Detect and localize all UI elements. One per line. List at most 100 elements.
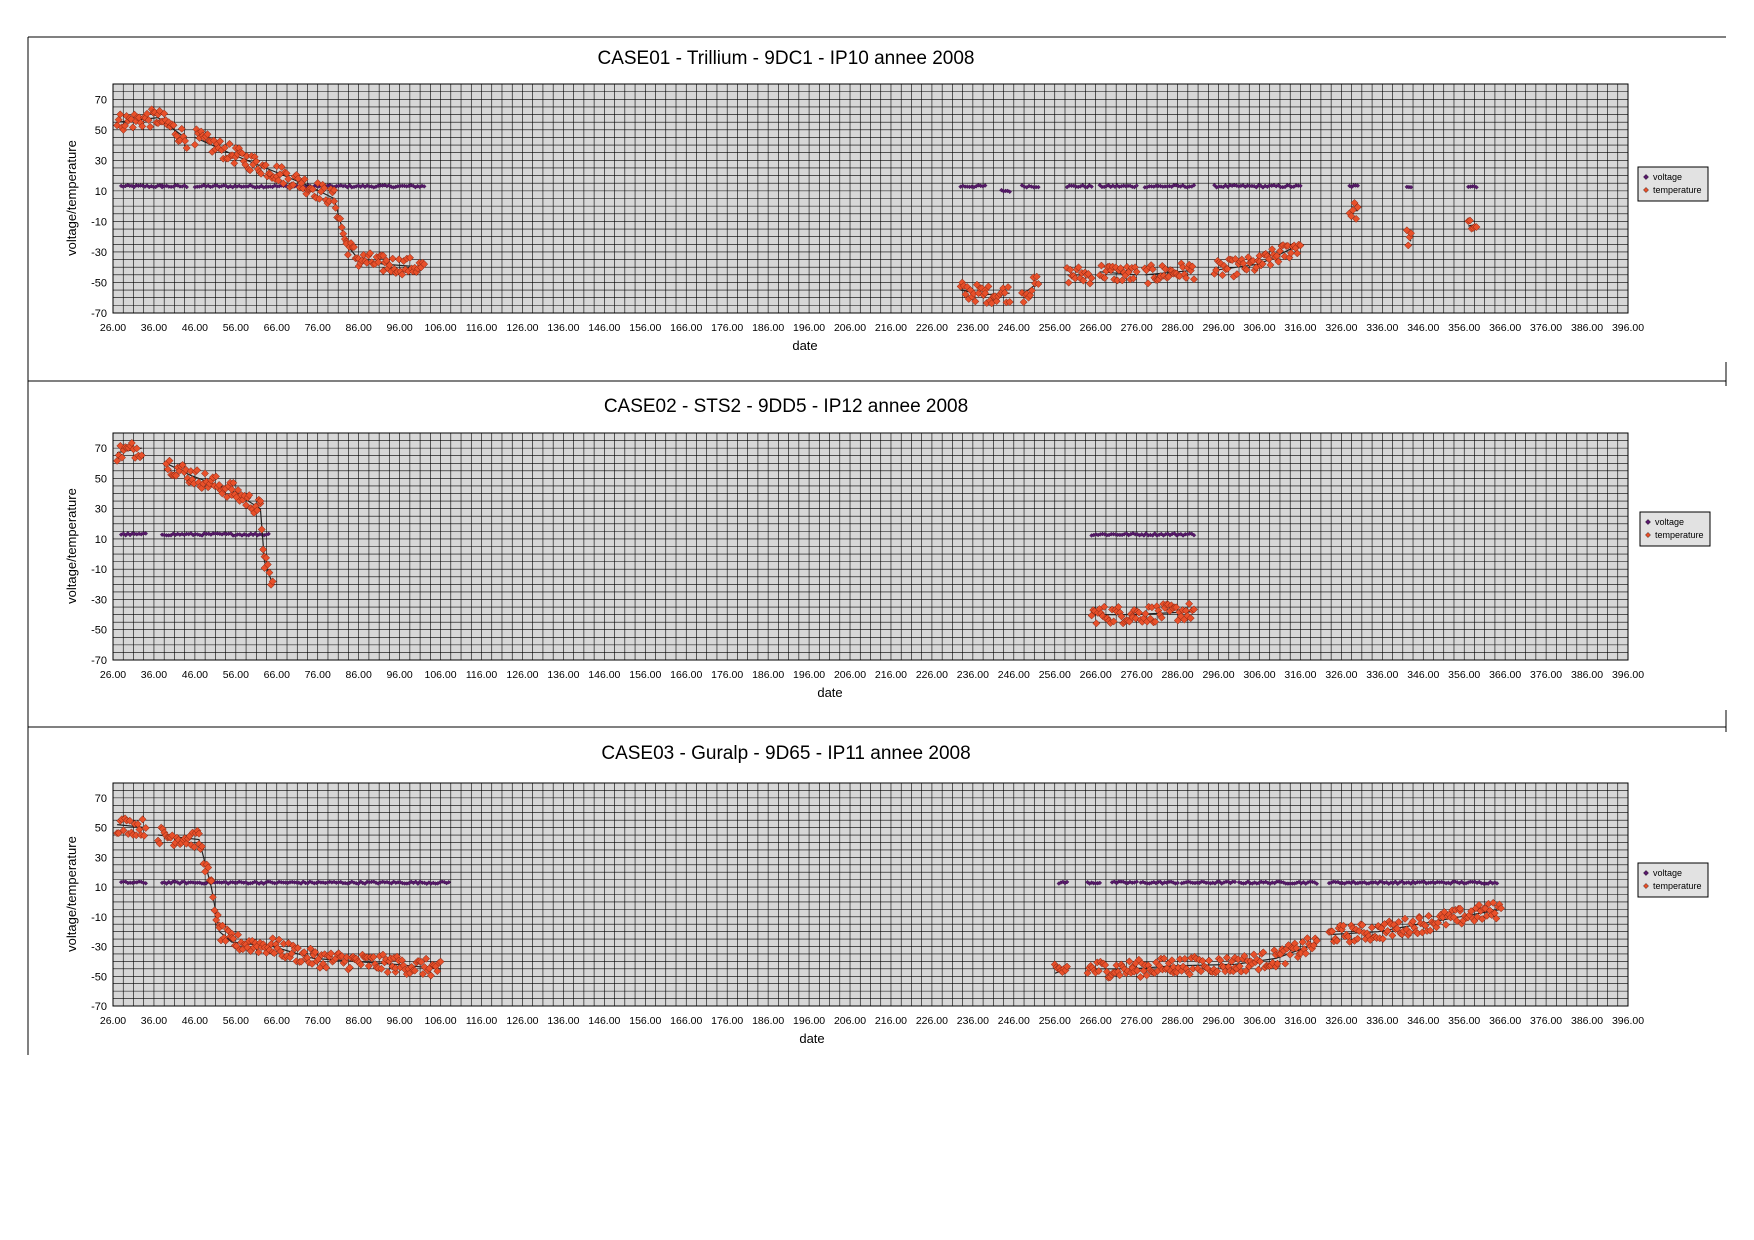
temperature-point — [253, 506, 262, 515]
voltage-point — [164, 183, 169, 189]
voltage-point — [144, 183, 150, 188]
temperature-point — [297, 957, 305, 966]
temperature-point — [1434, 918, 1443, 927]
temperature-point — [197, 484, 206, 493]
temperature-point — [277, 163, 286, 171]
x-axis-label: date — [817, 685, 842, 700]
temperature-point — [337, 223, 346, 232]
voltage-point — [170, 531, 176, 537]
x-tick-label: 296.00 — [1202, 669, 1234, 681]
x-axis-label: date — [792, 338, 817, 353]
series-trace — [117, 824, 146, 829]
x-tick-label: 286.00 — [1162, 322, 1194, 334]
temperature-point — [398, 270, 407, 279]
voltage-point — [1060, 879, 1066, 885]
temperature-point — [961, 290, 970, 299]
temperature-point — [1358, 921, 1367, 929]
x-tick-label: 126.00 — [506, 322, 538, 334]
temperature-point — [1100, 602, 1109, 611]
y-axis-label: voltage/temperature — [64, 836, 79, 952]
x-tick-label: 316.00 — [1284, 1015, 1316, 1027]
x-tick-label: 296.00 — [1202, 1015, 1234, 1027]
temperature-point — [1242, 265, 1251, 274]
voltage-point — [1201, 879, 1207, 885]
temperature-point — [265, 568, 274, 577]
grid-lines — [112, 83, 1629, 314]
temperature-point — [263, 560, 272, 569]
temperature-point — [1249, 950, 1258, 959]
voltage-point — [1191, 183, 1197, 188]
x-tick-label: 396.00 — [1612, 669, 1644, 681]
temperature-point — [374, 258, 383, 267]
voltage-point — [1212, 182, 1217, 188]
voltage-point — [1189, 531, 1195, 537]
temperature-point — [234, 930, 242, 939]
y-tick-label: -30 — [91, 247, 107, 259]
temperature-point — [218, 921, 227, 930]
temperature-point — [1426, 926, 1435, 935]
x-tick-label: 356.00 — [1448, 1015, 1480, 1027]
temperature-point — [308, 185, 317, 194]
chart-panel: 70 50 30 10 -10 -30 -50 -70 26.00 36.00 46.00 56.00… — [64, 743, 1709, 1046]
temperature-point — [1367, 923, 1376, 932]
x-tick-label: 246.00 — [998, 669, 1030, 681]
voltage-point — [1232, 879, 1238, 885]
temperature-point — [1456, 904, 1465, 913]
x-tick-label: 356.00 — [1448, 669, 1480, 681]
temperature-point — [984, 282, 993, 291]
voltage-point — [1263, 879, 1268, 885]
voltage-point — [243, 879, 249, 885]
y-tick-label: 50 — [95, 823, 107, 835]
voltage-point — [397, 879, 403, 885]
temperature-point — [1465, 216, 1474, 225]
voltage-point — [223, 879, 229, 885]
temperature-point — [315, 194, 324, 203]
y-tick-label: 30 — [95, 852, 107, 864]
temperature-point — [1151, 617, 1160, 626]
voltage-point — [1384, 880, 1389, 885]
temperature-point — [1179, 962, 1188, 971]
temperature-point — [203, 130, 212, 139]
temperature-point — [229, 934, 238, 943]
temperature-point — [160, 109, 169, 118]
temperature-point — [262, 553, 271, 562]
temperature-point — [420, 260, 429, 269]
temperature-point — [275, 935, 283, 944]
temperature-point — [359, 250, 368, 259]
temperature-point — [417, 958, 426, 966]
x-tick-label: 256.00 — [1039, 669, 1071, 681]
voltage-point — [1379, 879, 1385, 885]
x-tick-label: 286.00 — [1162, 669, 1194, 681]
temperature-point — [1241, 967, 1250, 975]
voltage-point — [248, 182, 253, 188]
temperature-point — [279, 179, 288, 188]
y-tick-label: 10 — [95, 534, 107, 546]
voltage-point — [1127, 183, 1133, 189]
temperature-point — [1285, 253, 1294, 262]
y-tick-label: 50 — [95, 473, 107, 485]
x-tick-label: 76.00 — [305, 669, 331, 681]
temperature-point — [1378, 934, 1387, 943]
temperature-point — [1197, 967, 1205, 976]
temperature-point — [1129, 274, 1138, 283]
temperature-point — [1405, 928, 1414, 937]
temperature-point — [311, 948, 320, 957]
x-tick-label: 396.00 — [1612, 1015, 1644, 1027]
temperature-point — [1185, 970, 1194, 979]
temperature-point — [418, 970, 427, 979]
y-axis-label: voltage/temperature — [64, 488, 79, 604]
temperature-point — [1478, 915, 1487, 923]
temperature-point — [186, 467, 195, 476]
legend-label: temperature — [1653, 881, 1702, 891]
temperature-point — [1339, 921, 1348, 930]
temperature-point — [1115, 971, 1124, 980]
temperature-point — [1178, 263, 1187, 272]
temperature-point — [289, 180, 298, 189]
temperature-point — [1139, 966, 1148, 975]
x-tick-label: 36.00 — [141, 322, 167, 334]
temperature-point — [1074, 263, 1083, 272]
temperature-point — [1218, 271, 1227, 280]
temperature-point — [1102, 967, 1111, 976]
y-tick-label: -10 — [91, 216, 107, 228]
temperature-point — [293, 944, 302, 953]
